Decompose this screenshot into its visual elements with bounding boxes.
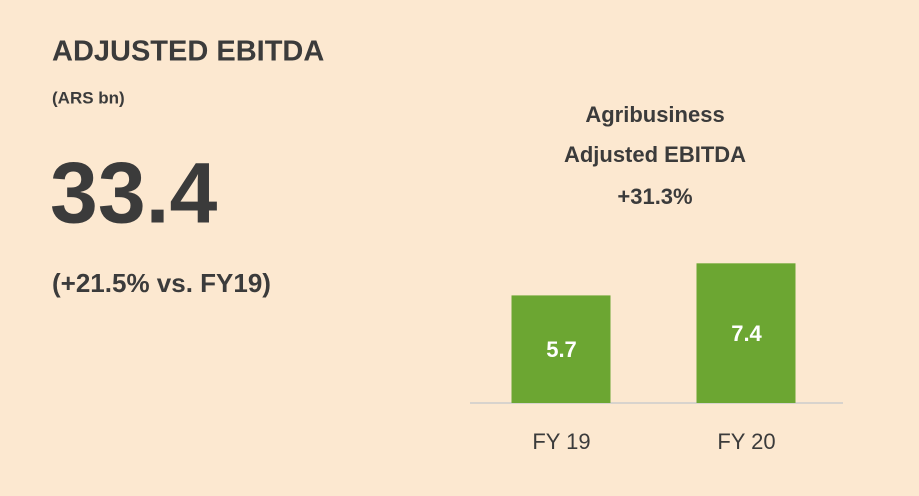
x-tick-label: FY 20 xyxy=(717,429,775,454)
big-value: 33.4 xyxy=(50,146,218,242)
headline: ADJUSTED EBITDA xyxy=(52,36,324,68)
bar xyxy=(696,263,796,403)
annotation: +31.3% xyxy=(617,184,692,209)
data-label: 5.7 xyxy=(546,337,577,362)
bar xyxy=(511,295,611,403)
chart-title: Agribusiness xyxy=(585,102,724,127)
change: (+21.5% vs. FY19) xyxy=(52,268,271,298)
unit: (ARS bn) xyxy=(52,88,125,107)
chart-title: Adjusted EBITDA xyxy=(564,142,746,167)
data-label: 7.4 xyxy=(731,321,762,346)
x-tick-label: FY 19 xyxy=(532,429,590,454)
